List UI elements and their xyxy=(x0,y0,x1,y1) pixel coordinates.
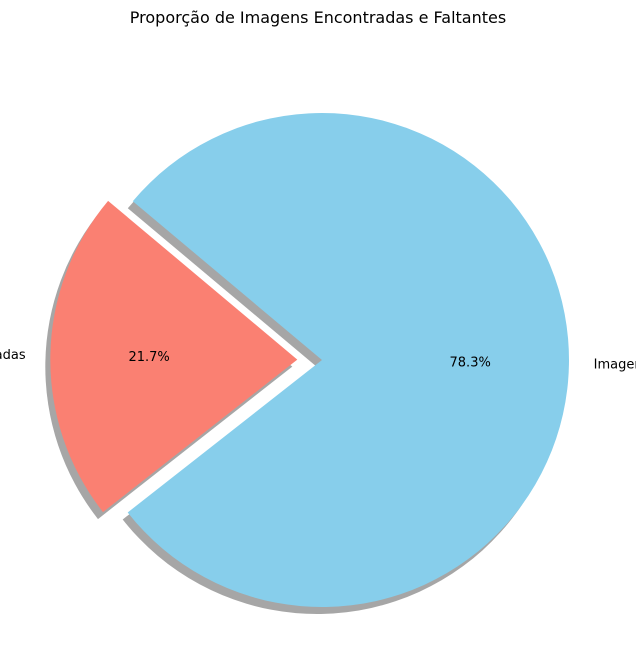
pie-slice-imagens-faltantes xyxy=(127,113,569,608)
label-layer: Imagens Encontradas 21.7% Imagens faltante… xyxy=(0,348,636,372)
slice-label-imagens-faltantes: Imagens faltantes xyxy=(594,357,636,372)
pct-label-imagens-faltantes: 78.3% xyxy=(450,355,491,370)
slice-layer xyxy=(50,113,569,608)
slice-label-imagens-encontradas: Imagens Encontradas xyxy=(0,348,26,363)
pct-label-imagens-encontradas: 21.7% xyxy=(128,350,169,365)
chart-title: Proporção de Imagens Encontradas e Falta… xyxy=(130,8,506,27)
pie-slice-imagens-encontradas xyxy=(50,200,298,513)
